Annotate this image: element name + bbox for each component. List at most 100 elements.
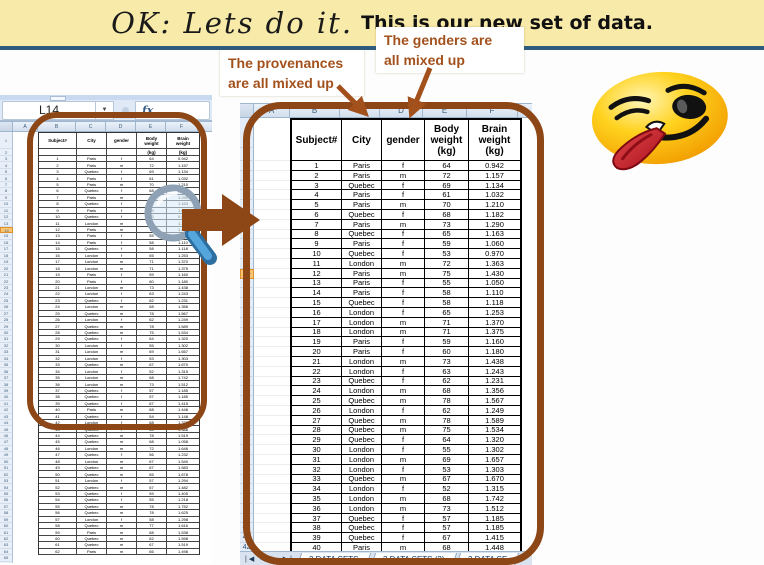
- cell-brain-weight[interactable]: 1.290: [469, 220, 520, 230]
- cell-brain-weight[interactable]: 1.315: [469, 484, 520, 495]
- row-header-27[interactable]: 27: [240, 396, 254, 406]
- cell-subject[interactable]: 9: [292, 239, 342, 250]
- cell-gender[interactable]: f: [382, 161, 425, 171]
- cell-gender[interactable]: f: [382, 347, 425, 357]
- cell-gender[interactable]: f: [382, 523, 425, 534]
- cell-subject[interactable]: 31: [292, 454, 342, 465]
- cell-gender[interactable]: f: [382, 190, 425, 201]
- cell-body-weight[interactable]: 69: [425, 180, 469, 191]
- cell-city[interactable]: Quebec: [342, 425, 382, 436]
- cell-city[interactable]: Paris: [342, 288, 382, 299]
- cell-gender[interactable]: f: [382, 337, 425, 348]
- cell-city[interactable]: London: [342, 464, 382, 475]
- cell-brain-weight[interactable]: 1.185: [469, 523, 520, 534]
- cell-body-weight[interactable]: 73: [425, 219, 469, 230]
- cell-subject[interactable]: 4: [292, 190, 342, 201]
- cell-body-weight[interactable]: 58: [425, 298, 469, 308]
- cell-gender[interactable]: m: [382, 503, 425, 514]
- cell-gender[interactable]: f: [382, 249, 425, 259]
- cell-city[interactable]: Quebec: [342, 474, 382, 485]
- cell-body-weight[interactable]: 68: [425, 386, 469, 397]
- cell-subject[interactable]: 6: [292, 209, 342, 220]
- cell-subject[interactable]: 27: [292, 415, 342, 426]
- cell-subject[interactable]: 19: [292, 337, 342, 348]
- cell-brain-weight[interactable]: 1.302: [469, 445, 520, 455]
- cell-subject[interactable]: 7: [292, 219, 342, 230]
- cell-brain-weight[interactable]: 1.320: [469, 435, 520, 446]
- cell-brain-weight[interactable]: 1.567: [469, 396, 520, 406]
- cell-city[interactable]: Quebec: [342, 209, 382, 220]
- row-header-23[interactable]: 23: [240, 356, 254, 367]
- cell-city[interactable]: Quebec: [342, 435, 382, 446]
- row-header-36[interactable]: 36: [240, 484, 254, 495]
- cell-gender[interactable]: m: [382, 258, 425, 269]
- cell-gender[interactable]: f: [382, 239, 425, 250]
- cell-subject[interactable]: 30: [292, 445, 342, 455]
- cell-gender[interactable]: m: [382, 415, 425, 426]
- cell-body-weight[interactable]: 78: [425, 396, 469, 406]
- row-header-12[interactable]: 12: [240, 249, 254, 259]
- cell-subject[interactable]: 39: [292, 533, 342, 544]
- cell-subject[interactable]: 16: [292, 307, 342, 318]
- row-header-20[interactable]: 20: [240, 327, 254, 338]
- cell-body-weight[interactable]: 69: [425, 454, 469, 465]
- cell-city[interactable]: Paris: [342, 347, 382, 357]
- cell-city[interactable]: Quebec: [342, 533, 382, 544]
- row-header-24[interactable]: 24: [240, 366, 254, 377]
- cell-body-weight[interactable]: 58: [425, 288, 469, 299]
- cell-city[interactable]: London: [342, 503, 382, 514]
- cell-gender[interactable]: f: [382, 533, 425, 544]
- cell-brain-weight[interactable]: 1.670: [469, 475, 520, 485]
- cell-city[interactable]: Quebec: [342, 415, 382, 426]
- cell-city[interactable]: London: [342, 386, 382, 397]
- cell-subject[interactable]: 26: [292, 405, 342, 416]
- cell-brain-weight[interactable]: 1.657: [469, 455, 520, 465]
- cell-gender[interactable]: f: [382, 229, 425, 240]
- name-box-dropdown-icon[interactable]: ▼: [96, 100, 114, 120]
- cell-gender[interactable]: f: [382, 278, 425, 289]
- cell-body-weight[interactable]: 61: [425, 190, 469, 201]
- cell-body-weight[interactable]: 67: [425, 474, 469, 485]
- row-header-3[interactable]: 3: [240, 161, 254, 171]
- cell-subject[interactable]: 12: [292, 268, 342, 279]
- cell-gender[interactable]: f: [382, 307, 425, 318]
- cell-brain-weight[interactable]: 1.243: [469, 367, 520, 377]
- cell-gender[interactable]: f: [382, 445, 425, 455]
- cell-body-weight[interactable]: 68: [425, 494, 469, 504]
- cell-subject[interactable]: 38: [292, 523, 342, 534]
- row-header-13[interactable]: 13: [240, 258, 254, 269]
- sheet-nav-buttons[interactable]: |◀ ◀ ▶ ▶|: [245, 556, 295, 563]
- cell-city[interactable]: Paris: [342, 170, 382, 181]
- cell-subject[interactable]: 35: [292, 494, 342, 504]
- cell-body-weight[interactable]: 73: [425, 503, 469, 514]
- row-header-2[interactable]: 2: [240, 148, 254, 161]
- cell-city[interactable]: Quebec: [342, 513, 382, 524]
- cell-gender[interactable]: f: [382, 405, 425, 416]
- sheet-tab-1[interactable]: 3 DATA SETS: [296, 552, 371, 565]
- cell-brain-weight[interactable]: 1.303: [469, 465, 520, 475]
- cell-gender[interactable]: f: [382, 435, 425, 446]
- cell-gender[interactable]: f: [382, 288, 425, 299]
- cell-body-weight[interactable]: 78: [425, 415, 469, 426]
- cell-body-weight[interactable]: 57: [425, 513, 469, 524]
- cell-body-weight[interactable]: 63: [425, 366, 469, 377]
- cell-gender[interactable]: m: [382, 386, 425, 397]
- cell-body-weight[interactable]: 52: [425, 484, 469, 495]
- cell-brain-weight[interactable]: 1.375: [469, 328, 520, 338]
- row-header-15[interactable]: 15: [240, 278, 254, 289]
- row-header-34[interactable]: 34: [240, 464, 254, 475]
- row-header-19[interactable]: 19: [240, 317, 254, 328]
- row-header-5[interactable]: 5: [240, 180, 254, 191]
- cell-body-weight[interactable]: 62: [425, 405, 469, 416]
- cell-body-weight[interactable]: 53: [425, 249, 469, 259]
- cell-brain-weight[interactable]: 1.157: [469, 171, 520, 181]
- cell-city[interactable]: Quebec: [342, 396, 382, 406]
- cell-gender[interactable]: m: [382, 268, 425, 279]
- row-header-25[interactable]: 25: [240, 376, 254, 387]
- cell-subject[interactable]: 3: [292, 180, 342, 191]
- cell-subject[interactable]: 34: [292, 484, 342, 495]
- row-header-40[interactable]: 40: [240, 523, 254, 534]
- cell-city[interactable]: Quebec: [342, 376, 382, 387]
- row-header-21[interactable]: 21: [240, 337, 254, 348]
- cell-brain-weight[interactable]: 1.185: [469, 514, 520, 524]
